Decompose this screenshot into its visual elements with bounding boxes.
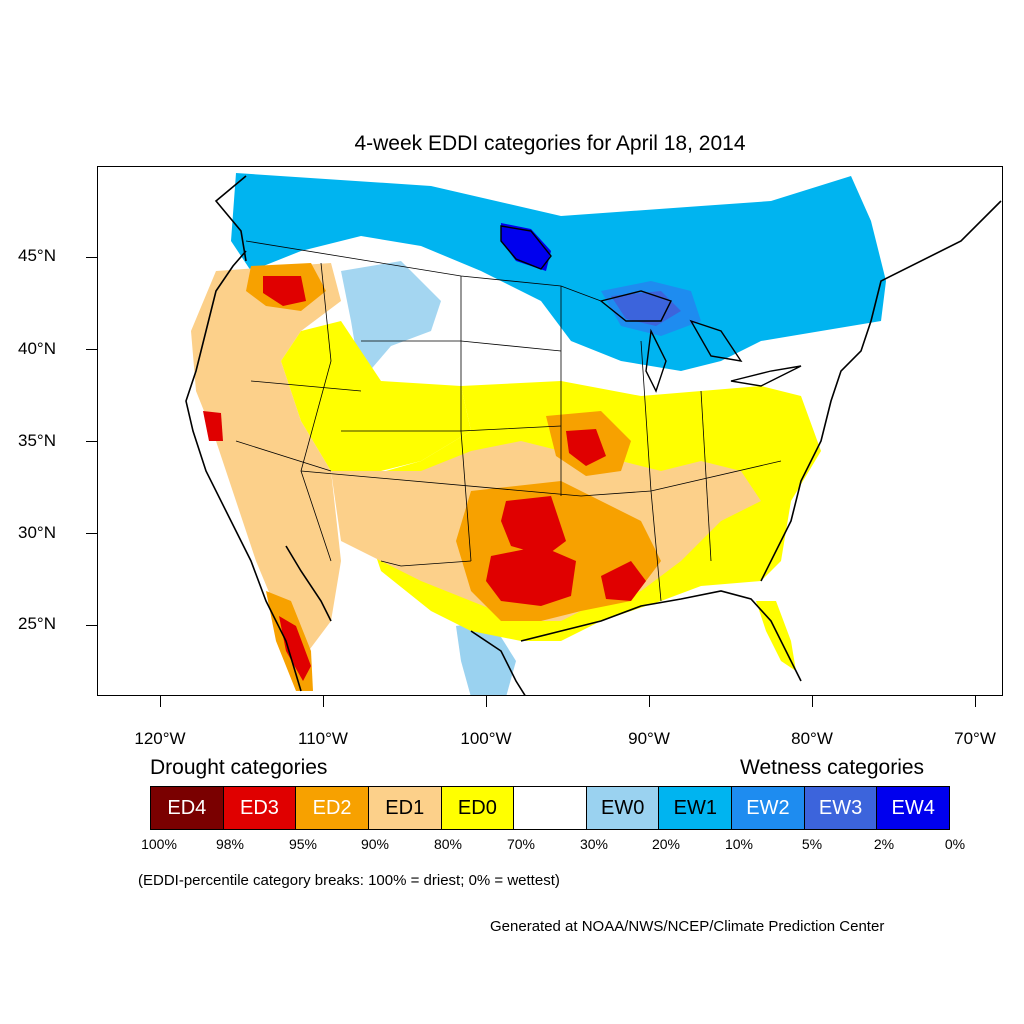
latitude-label-30: 30°N (18, 523, 56, 542)
longitude-label-110w: 110°W (298, 729, 348, 748)
longitude-tick (812, 696, 814, 707)
percent-break: 20% (651, 836, 681, 852)
drought-ed3-baja (279, 616, 311, 681)
legend-ed3: ED3 (223, 787, 297, 829)
drought-categories-heading: Drought categories (150, 756, 328, 779)
wet-region-texas-coast (456, 621, 516, 695)
credit-line: Generated at NOAA/NWS/NCEP/Climate Predi… (490, 918, 885, 935)
eddi-map (185, 173, 1002, 695)
lake-outlines (500, 225, 802, 393)
latitude-label-35: 35°N (18, 431, 56, 450)
legend-ed4: ED4 (151, 787, 224, 829)
longitude-tick (975, 696, 977, 707)
legend-ed0: ED0 (441, 787, 515, 829)
percent-break: 70% (506, 836, 536, 852)
percent-break: 5% (801, 836, 823, 852)
longitude-label-120w: 120°W (134, 729, 186, 748)
longitude-label-80w: 80°W (791, 729, 833, 748)
legend-ew0: EW0 (586, 787, 660, 829)
drought-ed0-west (281, 321, 471, 481)
latitude-tick (86, 441, 97, 443)
longitude-tick (486, 696, 488, 707)
map-panel (97, 166, 1003, 696)
state-borders (235, 240, 782, 602)
drought-ed3-louisiana (601, 561, 646, 601)
legend-ew1: EW1 (659, 787, 733, 829)
latitude-tick (86, 625, 97, 627)
percent-break: 30% (579, 836, 609, 852)
latitude-label-40: 40°N (18, 339, 56, 358)
drought-ed3-texas (486, 546, 576, 606)
drought-ed3-california (203, 411, 223, 441)
legend-ew4: EW4 (877, 787, 950, 829)
percent-break: 80% (433, 836, 463, 852)
drought-ed1-west (191, 263, 341, 661)
percent-break: 0% (944, 836, 966, 852)
wet-region-light (341, 261, 441, 381)
latitude-tick (86, 257, 97, 259)
percent-break: 98% (215, 836, 245, 852)
legend-ed2: ED2 (296, 787, 369, 829)
longitude-tick (649, 696, 651, 707)
wet-region-lake-superior (501, 223, 551, 271)
latitude-label-25: 25°N (18, 614, 56, 633)
percent-break: 90% (360, 836, 390, 852)
coastlines (185, 175, 1002, 695)
longitude-label-100w: 100°W (460, 729, 512, 748)
latitude-tick (86, 349, 97, 351)
longitude-tick (323, 696, 325, 707)
wet-region-canada (231, 173, 886, 371)
category-breaks-note: (EDDI-percentile category breaks: 100% =… (138, 872, 560, 889)
drought-ed3-oklahoma (501, 496, 566, 556)
percent-break: 95% (288, 836, 318, 852)
percent-break: 100% (141, 836, 177, 852)
legend-normal (514, 787, 587, 829)
wetness-categories-heading: Wetness categories (740, 756, 925, 779)
legend-ew2: EW2 (732, 787, 805, 829)
legend-color-bar: ED4 ED3 ED2 ED1 ED0 EW0 EW1 EW2 EW3 EW4 (150, 786, 950, 830)
longitude-label-70w: 70°W (954, 729, 996, 748)
legend-ed1: ED1 (368, 787, 442, 829)
drought-ed3-northwest (263, 276, 306, 306)
latitude-tick (86, 533, 97, 535)
longitude-label-90w: 90°W (628, 729, 670, 748)
percent-break: 2% (873, 836, 895, 852)
longitude-tick (160, 696, 162, 707)
map-title: 4-week EDDI categories for April 18, 201… (354, 132, 746, 155)
drought-ed0-florida (756, 601, 796, 671)
latitude-label-45: 45°N (18, 246, 56, 265)
percent-break: 10% (724, 836, 754, 852)
legend-ew3: EW3 (804, 787, 878, 829)
drought-ed3-missouri (566, 429, 606, 466)
